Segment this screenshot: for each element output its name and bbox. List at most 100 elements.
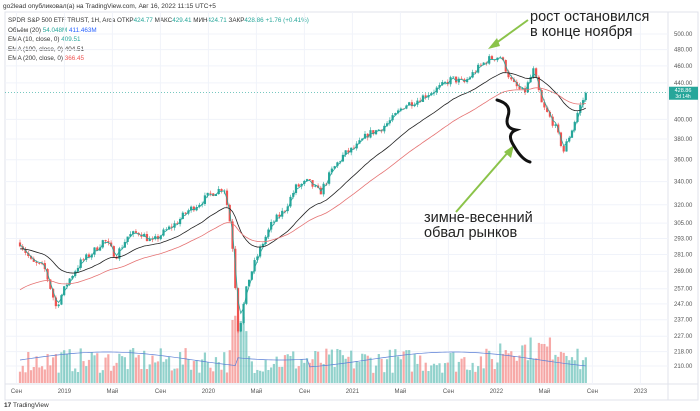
- candle-body: [132, 231, 135, 235]
- high-label: МАКС: [154, 17, 173, 24]
- volume-bar: [554, 354, 557, 383]
- candle-body: [424, 95, 427, 98]
- volume-bar: [350, 350, 353, 383]
- volume-bar: [510, 351, 513, 383]
- candles: [18, 54, 587, 383]
- volume-bar: [195, 360, 198, 383]
- volume-bar: [176, 368, 179, 383]
- volume-bar: [413, 354, 416, 383]
- candle-body: [129, 234, 132, 237]
- volume-bar: [137, 354, 140, 383]
- volume-bar: [63, 350, 66, 383]
- ema200-label: EMA (200, close, 0): [8, 55, 63, 63]
- candle-body: [532, 68, 535, 77]
- candle-body: [104, 240, 107, 242]
- x-tick-label: 2019: [58, 389, 72, 395]
- ema200-line: [19, 87, 586, 291]
- volume-bar: [557, 356, 560, 383]
- volume-label: Объём (20): [8, 26, 42, 34]
- volume-bar: [165, 359, 168, 383]
- candle-body: [330, 168, 333, 173]
- volume-bar: [76, 372, 80, 383]
- candle-body: [518, 86, 521, 89]
- volume-bar: [363, 354, 367, 383]
- candle-body: [256, 256, 259, 261]
- volume-bar: [369, 357, 372, 383]
- annotation-top-text: рост остановился в конце ноября: [530, 9, 650, 40]
- volume-bar: [419, 355, 422, 383]
- candle-body: [438, 85, 441, 88]
- volume-bar: [239, 320, 242, 383]
- tradingview-logo[interactable]: 17 TradingView: [4, 402, 49, 409]
- volume-bar: [546, 346, 549, 383]
- ema10-line[interactable]: EMA (10, close, 0) 409.51: [8, 35, 309, 45]
- y-tick-label: 500.00: [674, 32, 693, 38]
- volume-bar: [388, 349, 391, 383]
- volume-bar: [286, 354, 289, 383]
- volume-bar: [466, 369, 469, 383]
- volume-bar: [264, 360, 267, 383]
- candle-body: [358, 140, 361, 144]
- volume-bar: [65, 353, 69, 383]
- x-tick-label: Сен: [443, 389, 454, 395]
- volume-bar: [129, 349, 132, 383]
- volume-bar: [297, 366, 300, 383]
- volume-bar: [278, 366, 281, 383]
- volume-bar: [54, 354, 57, 383]
- volume-bar: [518, 355, 521, 383]
- volume-bar: [184, 348, 187, 383]
- candle-body: [581, 100, 585, 105]
- volume-bar: [98, 372, 102, 383]
- candle-body: [38, 262, 41, 264]
- candle-body: [526, 82, 529, 93]
- volume-line[interactable]: Объём (20) 54.048M 411.463M: [8, 26, 309, 36]
- candle-body: [410, 102, 414, 107]
- y-tick-label: 247.00: [674, 302, 693, 308]
- volume-bar: [27, 351, 30, 383]
- volume-bar: [446, 362, 449, 383]
- volume-bar: [424, 362, 427, 383]
- candle-body: [394, 113, 397, 116]
- volume-bar: [151, 355, 154, 383]
- volume-bar: [71, 371, 74, 383]
- volume-bar: [148, 364, 151, 383]
- candle-body: [352, 147, 356, 149]
- volume-bar: [416, 363, 419, 383]
- candle-body: [507, 71, 510, 78]
- candle-body: [535, 68, 538, 77]
- candle-body: [220, 188, 223, 192]
- volume-bar: [493, 369, 496, 383]
- candle-body: [521, 88, 524, 90]
- candle-body: [322, 183, 325, 195]
- volume-bar: [236, 321, 240, 383]
- candle-body: [515, 81, 518, 87]
- price-tag: [669, 86, 698, 100]
- volume-bar: [40, 366, 44, 383]
- volume-bar: [178, 352, 182, 383]
- candle-body: [27, 252, 30, 257]
- volume-bar: [38, 367, 41, 383]
- candle-body: [466, 79, 469, 83]
- volume-bar: [126, 369, 129, 383]
- y-tick-label: 460.00: [674, 64, 693, 70]
- volume-bar: [170, 370, 173, 383]
- ema200-line[interactable]: EMA (200, close, 0) 366.45: [8, 54, 309, 64]
- candle-body: [151, 239, 154, 240]
- volume-bar: [289, 355, 292, 383]
- volume-bar: [485, 348, 488, 383]
- candle-body: [170, 226, 173, 228]
- volume-bar: [548, 337, 552, 383]
- volume-bar: [372, 372, 375, 383]
- x-tick-label: Сен: [11, 389, 22, 395]
- candle-body: [294, 184, 298, 193]
- candle-body: [554, 124, 557, 126]
- volume-bar: [212, 371, 215, 383]
- candle-body: [247, 279, 251, 287]
- volume-bar: [410, 371, 414, 383]
- volume-bar: [121, 356, 124, 383]
- volume-bar: [132, 348, 135, 383]
- volume-bar: [225, 372, 229, 383]
- x-tick-label: 2021: [346, 389, 360, 395]
- volume-bar: [402, 351, 405, 383]
